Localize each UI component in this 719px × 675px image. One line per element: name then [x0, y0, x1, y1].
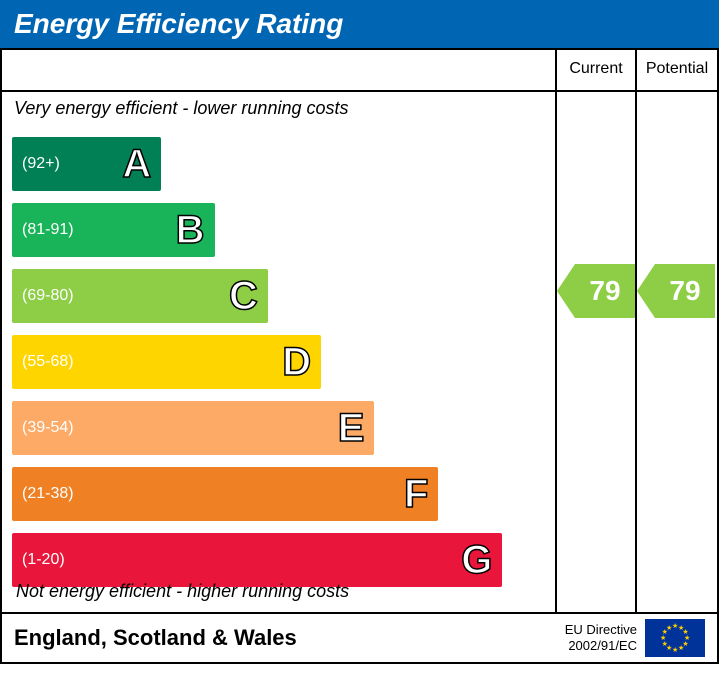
note-top: Very energy efficient - lower running co… — [12, 92, 545, 125]
rating-value: 79 — [655, 264, 715, 318]
band-letter: A — [122, 142, 161, 187]
band-range: (55-68) — [12, 353, 74, 371]
rating-arrow-icon — [557, 264, 575, 318]
footer-region: England, Scotland & Wales — [14, 625, 297, 651]
footer-right: EU Directive 2002/91/EC ★★★★★★★★★★★★ — [565, 619, 705, 657]
star-icon: ★ — [666, 624, 672, 632]
band-bar-d: (55-68) D — [12, 335, 321, 389]
eu-directive-text: EU Directive 2002/91/EC — [565, 622, 637, 653]
band-row-f: (21-38) F — [12, 461, 545, 521]
band-range: (81-91) — [12, 221, 74, 239]
band-range: (39-54) — [12, 419, 74, 437]
band-bar-f: (21-38) F — [12, 467, 438, 521]
current-column: Current 79 — [557, 50, 637, 612]
note-bottom: Not energy efficient - higher running co… — [14, 575, 351, 608]
band-row-c: (69-80) C — [12, 263, 545, 323]
band-bar-b: (81-91) B — [12, 203, 215, 257]
epc-chart: Energy Efficiency Rating Very energy eff… — [0, 0, 719, 675]
band-letter: G — [461, 538, 502, 583]
band-bar-e: (39-54) E — [12, 401, 374, 455]
band-letter: B — [176, 208, 215, 253]
current-header: Current — [557, 50, 635, 92]
bands-stack: (92+) A (81-91) B (69-80) C (55-68) D (39-54) E (2… — [12, 131, 545, 587]
current-rating-marker: 79 — [557, 264, 635, 318]
directive-line1: EU Directive — [565, 622, 637, 638]
band-row-b: (81-91) B — [12, 197, 545, 257]
potential-column: Potential 79 — [637, 50, 717, 612]
band-letter: F — [404, 472, 438, 517]
band-row-d: (55-68) D — [12, 329, 545, 389]
band-row-a: (92+) A — [12, 131, 545, 191]
bands-header-spacer — [2, 50, 555, 92]
current-body: 79 — [557, 92, 635, 612]
eu-flag-icon: ★★★★★★★★★★★★ — [645, 619, 705, 657]
star-icon: ★ — [672, 646, 678, 654]
potential-rating-marker: 79 — [637, 264, 715, 318]
band-row-e: (39-54) E — [12, 395, 545, 455]
band-bar-a: (92+) A — [12, 137, 161, 191]
bands-column: Very energy efficient - lower running co… — [2, 50, 557, 612]
potential-body: 79 — [637, 92, 717, 612]
band-letter: D — [282, 340, 321, 385]
band-range: (92+) — [12, 155, 60, 173]
band-range: (21-38) — [12, 485, 74, 503]
band-letter: E — [338, 406, 375, 451]
band-range: (1-20) — [12, 551, 65, 569]
chart-title: Energy Efficiency Rating — [0, 0, 719, 48]
rating-value: 79 — [575, 264, 635, 318]
band-range: (69-80) — [12, 287, 74, 305]
directive-line2: 2002/91/EC — [565, 638, 637, 654]
bands-body: Very energy efficient - lower running co… — [2, 92, 555, 612]
chart-table: Very energy efficient - lower running co… — [0, 48, 719, 614]
band-bar-c: (69-80) C — [12, 269, 268, 323]
footer: England, Scotland & Wales EU Directive 2… — [0, 614, 719, 664]
rating-arrow-icon — [637, 264, 655, 318]
potential-header: Potential — [637, 50, 717, 92]
star-icon: ★ — [678, 644, 684, 652]
band-letter: C — [229, 274, 268, 319]
